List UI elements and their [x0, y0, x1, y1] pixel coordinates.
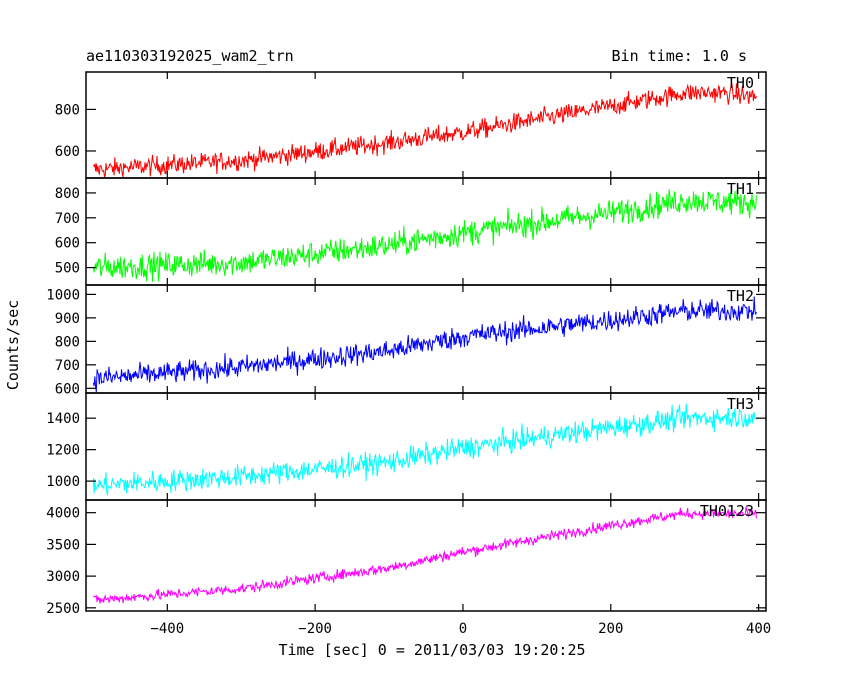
series-name-label: TH0 — [727, 74, 754, 92]
y-tick-label: 800 — [55, 186, 80, 202]
panel-th0: 600 800 TH0 — [55, 71, 767, 179]
y-tick-label: 500 — [55, 261, 80, 277]
panel-frame — [85, 177, 767, 286]
y-tick-label: 3500 — [46, 537, 80, 553]
y-tick-label: 700 — [55, 211, 80, 227]
panel-frame — [85, 284, 767, 394]
y-tick-label: 1400 — [46, 411, 80, 427]
series-name-label: TH3 — [727, 395, 754, 413]
y-tick-label: 1200 — [46, 443, 80, 459]
x-tick-label: 0 — [459, 621, 467, 637]
series-line-th3 — [92, 403, 757, 496]
x-tick-label: −400 — [150, 621, 184, 637]
panel-th1: 500 600 700 800 TH1 — [55, 177, 767, 286]
panel-th0123: 2500 3000 3500 4000 TH0123 — [46, 499, 767, 617]
bin-time-label: Bin time: 1.0 s — [612, 47, 747, 65]
y-tick-label: 3000 — [46, 569, 80, 585]
y-tick-label: 700 — [55, 358, 80, 374]
y-tick-label: 1000 — [46, 474, 80, 490]
y-tick-label: 900 — [55, 311, 80, 327]
series-line-th1 — [92, 189, 757, 282]
x-axis-label: Time [sec] 0 = 2011/03/03 19:20:25 — [278, 641, 585, 659]
x-tick-label: 200 — [598, 621, 623, 637]
x-axis: −400 −200 0 200 400 — [150, 621, 771, 637]
y-tick-label: 4000 — [46, 506, 80, 522]
x-tick-label: 400 — [746, 621, 771, 637]
series-line-th2 — [92, 296, 757, 393]
series-name-label: TH0123 — [700, 502, 754, 520]
y-tick-label: 600 — [55, 236, 80, 252]
series-line-th0123 — [93, 506, 757, 604]
x-tick-label: −200 — [298, 621, 332, 637]
series-name-label: TH2 — [727, 287, 754, 305]
panel-frame — [85, 499, 767, 612]
panels: 600 800 TH0 500 600 700 800 TH1 600 700 800 900 1000… — [46, 71, 767, 617]
y-tick-label: 2500 — [46, 601, 80, 617]
y-tick-label: 1000 — [46, 287, 80, 303]
y-tick-label: 600 — [55, 144, 80, 160]
y-axis-label: Counts/sec — [4, 300, 22, 390]
y-tick-label: 800 — [55, 102, 80, 118]
panel-th2: 600 700 800 900 1000 TH2 — [46, 284, 767, 397]
y-tick-label: 800 — [55, 334, 80, 350]
panel-th3: 1000 1200 1400 TH3 — [46, 392, 767, 501]
series-name-label: TH1 — [727, 180, 754, 198]
chart-title: ae110303192025_wam2_trn — [86, 47, 294, 65]
y-tick-label: 600 — [55, 381, 80, 397]
series-line-th0 — [92, 83, 757, 179]
